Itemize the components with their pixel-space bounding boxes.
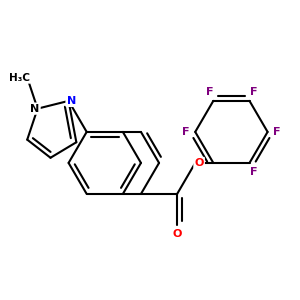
Text: O: O: [194, 158, 204, 168]
Text: F: F: [250, 167, 257, 177]
Text: F: F: [206, 87, 213, 97]
Text: N: N: [67, 96, 76, 106]
Text: N: N: [30, 103, 40, 114]
Text: O: O: [172, 229, 182, 239]
Text: F: F: [273, 127, 280, 137]
Text: F: F: [250, 87, 257, 97]
Text: H₃C: H₃C: [9, 73, 30, 82]
Text: F: F: [182, 127, 190, 137]
